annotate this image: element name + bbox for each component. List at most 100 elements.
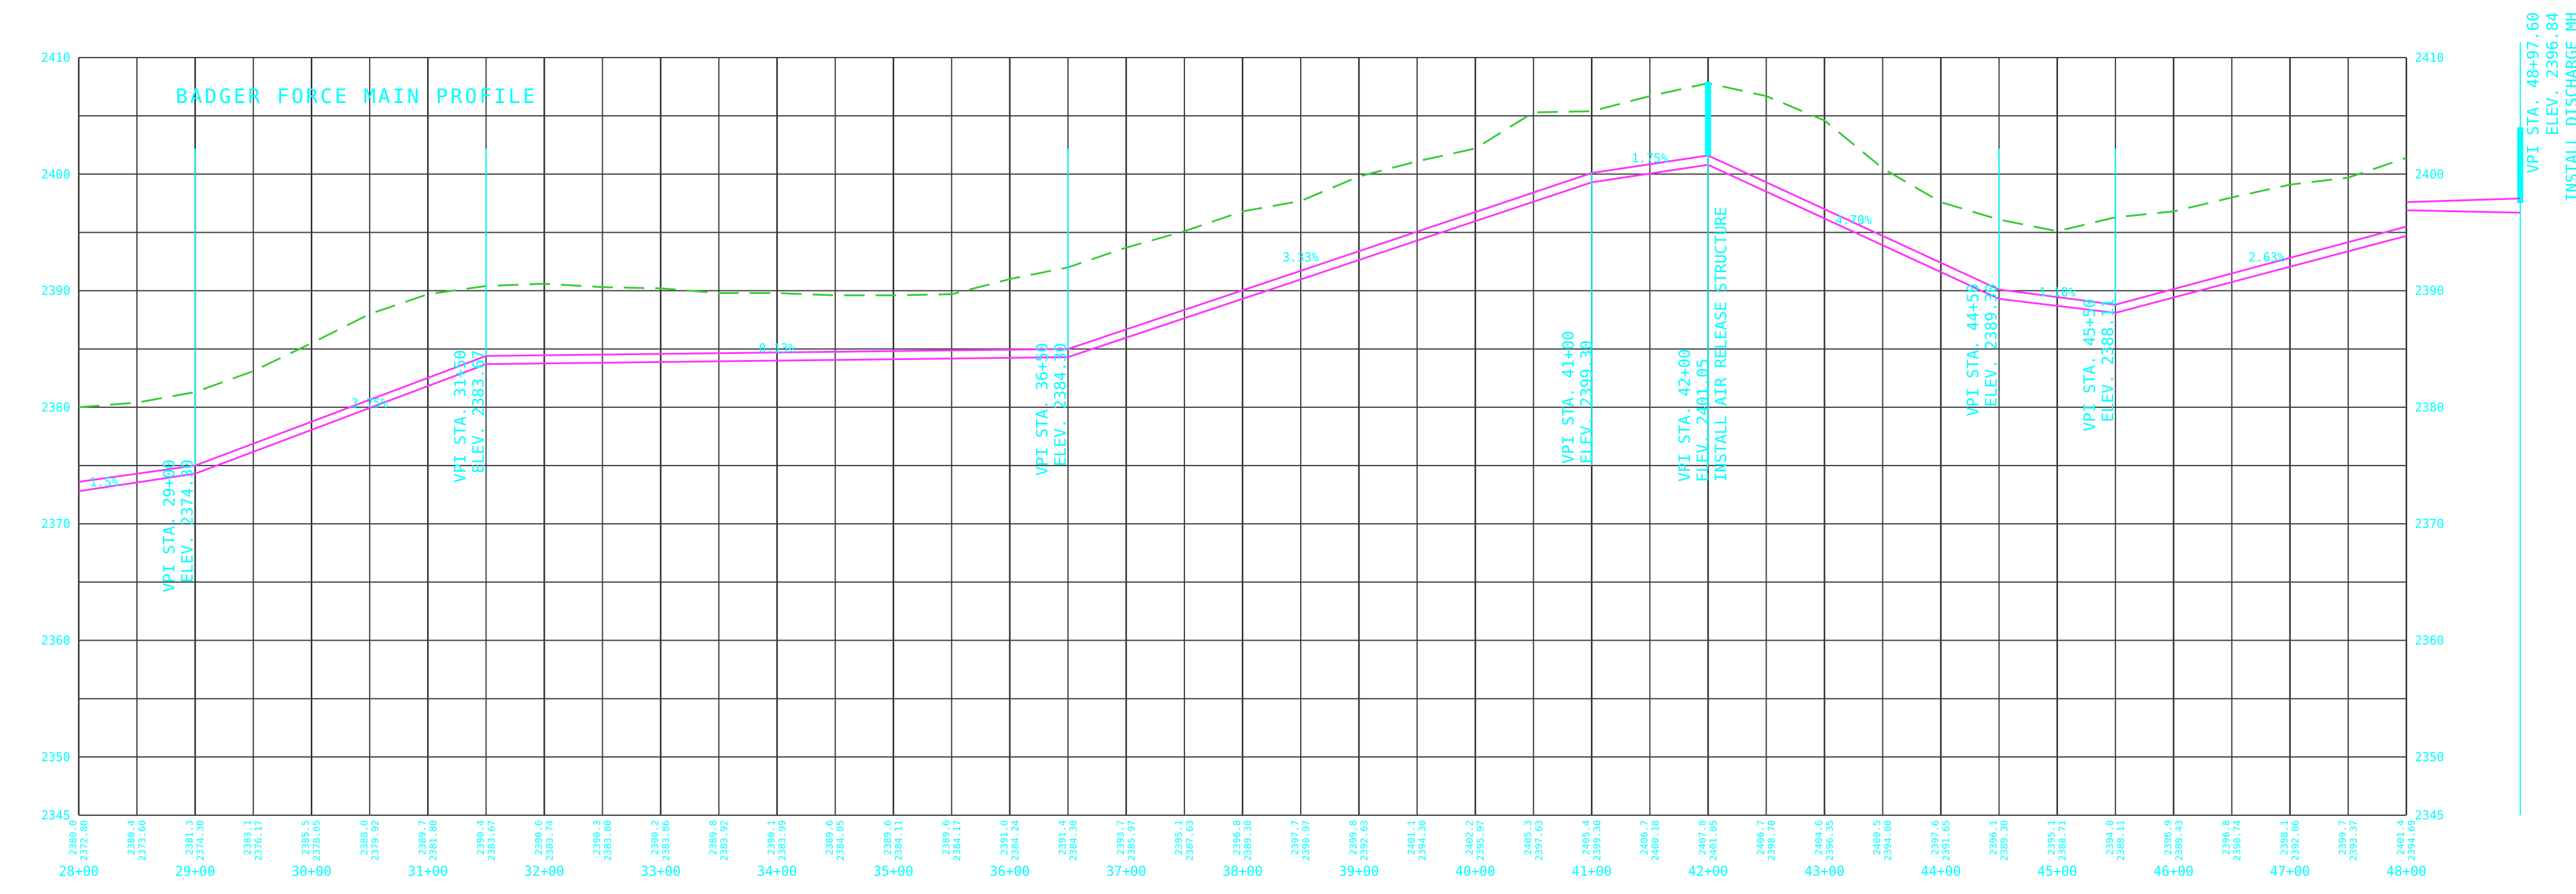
invert-elev-label: 2389.30 [1242, 820, 1253, 861]
x-tick-label: 28+00 [59, 864, 99, 879]
ground-elev-label: 2388.0 [358, 820, 370, 855]
y-tick-label-right: 2400 [2415, 167, 2444, 181]
ground-elev-label: 2401.1 [1406, 820, 1417, 855]
ground-elev-label: 2396.8 [1231, 820, 1243, 855]
invert-elev-label: 2389.43 [2173, 820, 2185, 861]
vpi-callout-text: VPI STA. 31+50 [451, 350, 470, 482]
y-tick-label-right: 2345 [2415, 808, 2444, 822]
y-tick-label-right: 2410 [2415, 50, 2444, 65]
invert-elev-label: 2376.17 [253, 820, 264, 861]
ground-elev-label: 2391.0 [998, 820, 1010, 855]
x-tick-label: 30+00 [291, 864, 331, 879]
vpi-callout-text: ELEV. 2396.84 [2544, 12, 2562, 136]
invert-elev-label: 2385.97 [1126, 820, 1137, 861]
vpi-callout-text: VPI STA. 42+00 [1676, 349, 1694, 482]
slope-label: 1.18% [2039, 285, 2076, 299]
ground-elev-label: 2397.6 [1930, 820, 1941, 855]
slope-label: 3.33% [1283, 250, 1319, 265]
slope-label: 4.70% [1835, 213, 1871, 227]
x-tick-label: 48+00 [2386, 864, 2426, 879]
x-tick-label: 40+00 [1455, 864, 1495, 879]
grid [78, 57, 2408, 816]
ground-elev-label: 2380.0 [67, 820, 79, 855]
invert-elev-label: 2400.18 [1649, 820, 1661, 861]
ground-elev-label: 2397.7 [1289, 820, 1301, 855]
ground-elev-label: 2396.8 [2220, 820, 2232, 855]
invert-elev-label: 2397.63 [1533, 820, 1544, 861]
invert-elev-label: 2383.67 [485, 820, 497, 861]
invert-elev-label: 2383.92 [719, 820, 730, 861]
x-tick-label: 46+00 [2154, 864, 2194, 879]
y-tick-label-right: 2370 [2415, 516, 2444, 531]
x-tick-label: 31+00 [408, 864, 448, 879]
ground-elev-label: 2389.7 [416, 820, 428, 855]
vpi-callout-text: ELEV. 2399.30 [1578, 341, 1596, 464]
x-tick-label: 45+00 [2037, 864, 2077, 879]
invert-elev-label: 2391.65 [1940, 820, 1952, 861]
invert-elev-label: 2384.17 [951, 820, 963, 861]
ground-elev-label: 2406.7 [1754, 820, 1766, 855]
invert-elev-label: 2390.74 [2231, 820, 2243, 861]
x-tick-label: 39+00 [1339, 864, 1379, 879]
ground-elev-label: 2393.7 [1115, 820, 1126, 855]
invert-elev-label: 2374.30 [194, 820, 206, 861]
ground-elev-label: 2400.5 [1871, 820, 1883, 855]
x-tick-label: 43+00 [1804, 864, 1844, 879]
ground-elev-label: 2396.1 [1988, 820, 1999, 855]
x-tick-label: 47+00 [2270, 864, 2310, 879]
invert-elev-label: 2383.74 [543, 820, 555, 861]
x-tick-label: 38+00 [1223, 864, 1263, 879]
ground-elev-label: 2395.1 [2046, 820, 2057, 855]
ground-elev-label: 2381.3 [184, 820, 195, 855]
vpi-callout-text: INSTALL DISCHARGE MH [2563, 12, 2576, 202]
ground-elev-label: 2383.1 [242, 820, 253, 855]
ground-elev-label: 2399.7 [2337, 820, 2348, 855]
x-tick-label: 29+00 [175, 864, 215, 879]
y-tick-label-right: 2390 [2415, 284, 2444, 298]
vpi-callout-text: INSTALL AIR RELEASE STRUCTURE [1712, 207, 1730, 482]
invert-elev-label: 2392.63 [1358, 820, 1370, 861]
x-tick-label: 32+00 [524, 864, 564, 879]
vpi-callout-text: VPI STA. 44+50 [1965, 284, 1983, 416]
invert-elev-label: 2383.99 [777, 820, 788, 861]
profile-title: BADGER FORCE MAIN PROFILE [176, 84, 537, 108]
vpi-callout-text: ELEV. 2401.05 [1694, 359, 1712, 482]
invert-elev-label: 2378.05 [311, 820, 322, 861]
invert-elev-label: 2396.35 [1824, 820, 1836, 861]
invert-elev-label: 2394.69 [2406, 820, 2417, 861]
y-tick-label-left: 2400 [41, 167, 70, 181]
ground-elev-label: 2405.4 [1580, 820, 1592, 855]
ground-elev-label: 2380.4 [125, 820, 137, 855]
ground-elev-label: 2404.6 [1813, 820, 1825, 855]
slope-label: 1.75% [1632, 151, 1668, 165]
invert-elev-label: 2395.97 [1475, 820, 1486, 861]
invert-elev-label: 2394.30 [1416, 820, 1428, 861]
ground-line [78, 82, 2407, 409]
invert-elev-label: 2383.80 [602, 820, 613, 861]
ground-elev-label: 2391.4 [1057, 820, 1068, 855]
invert-elev-label: 2384.24 [1009, 820, 1021, 861]
vpi-callout-text: ELEV. 2374.30 [179, 459, 197, 583]
invert-elev-label: 2379.92 [369, 820, 380, 861]
ground-elev-label: 2395.1 [1173, 820, 1184, 855]
invert-elev-label: 2394.00 [1882, 820, 1894, 861]
invert-elev-label: 2392.06 [2289, 820, 2301, 861]
ground-elev-label: 2407.8 [1696, 820, 1708, 855]
vpi-callout-text: ELEV. 2388.11 [2099, 299, 2117, 422]
vpi-callout-text: VPI STA. 29+00 [161, 459, 179, 592]
y-tick-label-left: 2360 [41, 633, 70, 648]
ground-elev-label: 2390.6 [533, 820, 544, 855]
ground-elev-label: 2389.6 [940, 820, 952, 855]
x-tick-label: 35+00 [874, 864, 914, 879]
invert-elev-label: 2388.11 [2115, 820, 2126, 861]
invert-elev-label: 2390.97 [1300, 820, 1312, 861]
x-tick-label: 33+00 [640, 864, 680, 879]
x-tick-label: 37+00 [1106, 864, 1146, 879]
y-tick-label-right: 2350 [2415, 750, 2444, 764]
air-release-marker [1705, 82, 1711, 156]
invert-elev-label: 2389.30 [1999, 820, 2010, 861]
ground-elev-label: 2390.1 [766, 820, 777, 855]
invert-elev-label: 2393.37 [2348, 820, 2359, 861]
